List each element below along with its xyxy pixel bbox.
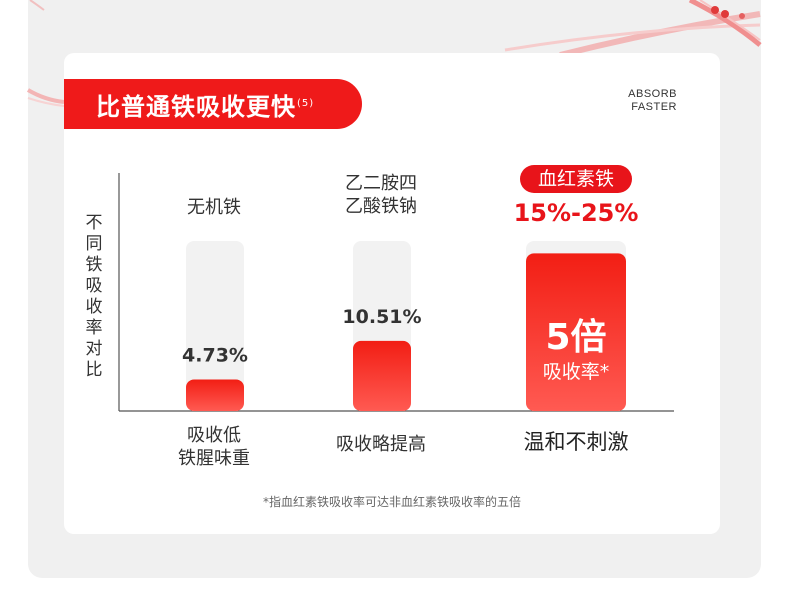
y-axis-char-4: 收 (85, 297, 103, 317)
tag-line-2: FASTER (631, 101, 677, 113)
heme-iron-range: 15%-25% (513, 199, 639, 227)
bottom-label-1-line-0: 吸收略提高 (336, 434, 426, 455)
bottom-label-edta: 吸收略提高 (311, 433, 451, 456)
highlight-caption: 吸收率* (543, 361, 610, 383)
title-footnote-ref: (5) (297, 97, 315, 109)
y-axis-char-1: 同 (85, 234, 103, 254)
y-axis-char-6: 对 (85, 339, 103, 359)
bottom-label-2-line-0: 温和不刺激 (523, 430, 629, 454)
heme-iron-badge: 血红素铁 (520, 165, 632, 193)
y-axis-char-0: 不 (85, 213, 103, 233)
top-label-0-line-0: 无机铁 (187, 197, 241, 218)
footnote: *指血红素铁吸收率可达非血红素铁吸收率的五倍 (262, 495, 521, 509)
chart-card: 比普通铁吸收更快(5) ABSORB FASTER 不同铁吸收率对比 4.73%… (64, 53, 720, 534)
highlight-multiplier: 5倍 (545, 317, 606, 358)
y-axis-char-2: 铁 (85, 255, 103, 275)
y-axis-char-5: 率 (85, 318, 103, 338)
y-axis-char-3: 吸 (85, 276, 103, 296)
absorb-faster-tag: ABSORB FASTER (607, 88, 677, 114)
page-title: 比普通铁吸收更快(5) (96, 92, 315, 121)
y-axis-label: 不同铁吸收率对比 (85, 213, 103, 381)
bottom-label-heme: 温和不刺激 (494, 431, 658, 454)
category-label-inorganic-iron: 无机铁 (164, 196, 264, 219)
bottom-label-inorganic: 吸收低 铁腥味重 (154, 424, 274, 470)
bar-1 (353, 340, 411, 411)
tag-line-1: ABSORB (628, 88, 677, 100)
y-axis-char-7: 比 (85, 360, 103, 380)
title-banner: 比普通铁吸收更快(5) (64, 79, 362, 129)
bar-2 (526, 253, 626, 411)
bottom-label-0-line-0: 吸收低 (187, 425, 241, 446)
top-label-1-line-1: 乙酸铁钠 (345, 196, 417, 217)
bar-0 (186, 379, 244, 411)
category-label-edta-iron: 乙二胺四 乙酸铁钠 (319, 172, 443, 218)
value-label-0: 4.73% (182, 344, 248, 366)
bottom-label-0-line-1: 铁腥味重 (178, 448, 250, 469)
value-label-1: 10.51% (342, 306, 421, 328)
top-label-1-line-0: 乙二胺四 (345, 173, 417, 194)
bar-track-0 (186, 241, 244, 411)
